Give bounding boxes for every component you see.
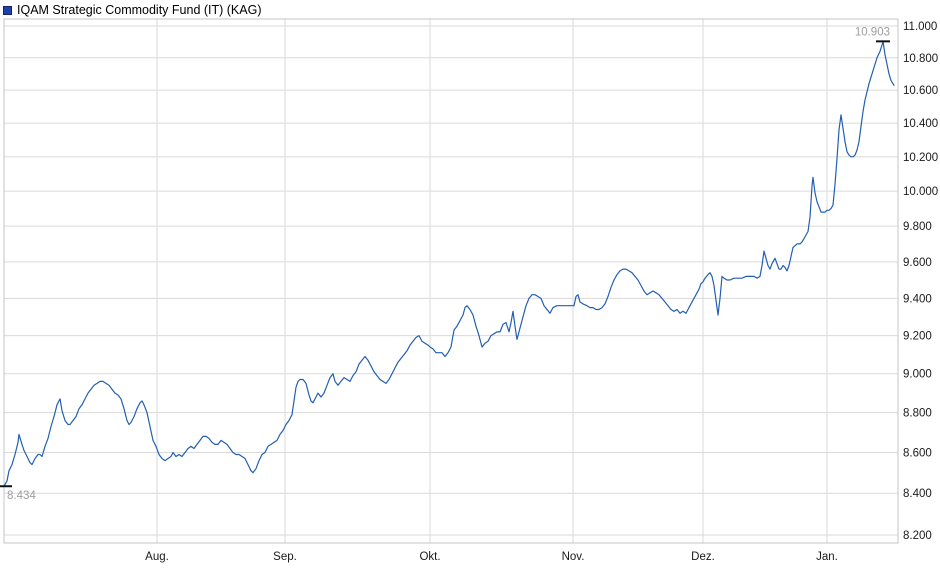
x-axis-labels: Aug. Sep. Okt. Nov. Dez. Jan. — [145, 551, 838, 563]
plot-border — [3, 18, 899, 544]
y-axis-tick-label: 9.400 — [903, 293, 932, 305]
y-axis-tick-label: 9.800 — [903, 221, 932, 233]
y-axis-tick-label: 9.600 — [903, 257, 932, 269]
x-axis-month-label: Jan. — [816, 551, 838, 563]
y-axis-tick-label: 8.200 — [903, 530, 932, 542]
x-axis-month-label: Aug. — [145, 551, 169, 563]
x-axis-month-label: Nov. — [562, 551, 585, 563]
price-line-path — [3, 40, 895, 487]
y-axis-tick-label: 8.800 — [903, 408, 932, 420]
chart-header: IQAM Strategic Commodity Fund (IT) (KAG) — [3, 2, 262, 18]
y-axis-tick-label: 10.600 — [903, 85, 938, 97]
plot-frame — [3, 18, 899, 544]
annotation-labels: 10.903 8.434 — [7, 26, 890, 502]
y-axis-labels: 11.000 10.800 10.600 10.400 10.200 10.000 9.80… — [903, 21, 938, 542]
x-axis-month-label: Okt. — [419, 551, 440, 563]
min-value-label: 8.434 — [7, 490, 36, 502]
y-axis-tick-label: 11.000 — [903, 21, 937, 33]
x-axis-month-label: Dez. — [691, 551, 715, 563]
price-line — [3, 40, 895, 487]
y-axis-tick-label: 10.400 — [903, 118, 938, 130]
y-axis-tick-label: 10.200 — [903, 152, 938, 164]
x-axis-month-label: Sep. — [273, 551, 297, 563]
y-axis-tick-label: 10.000 — [903, 186, 938, 198]
chart-title: IQAM Strategic Commodity Fund (IT) (KAG) — [17, 3, 262, 17]
min-max-markers — [0, 40, 890, 488]
series-legend-square-icon — [3, 5, 12, 15]
y-axis-tick-label: 8.400 — [903, 488, 932, 500]
y-axis-tick-label: 9.200 — [903, 331, 932, 343]
y-axis-tick-label: 9.000 — [903, 369, 932, 381]
y-axis-tick-label: 8.600 — [903, 447, 932, 459]
max-value-label: 10.903 — [855, 26, 890, 38]
y-axis-tick-label: 10.800 — [903, 53, 938, 65]
gridlines — [4, 19, 898, 543]
